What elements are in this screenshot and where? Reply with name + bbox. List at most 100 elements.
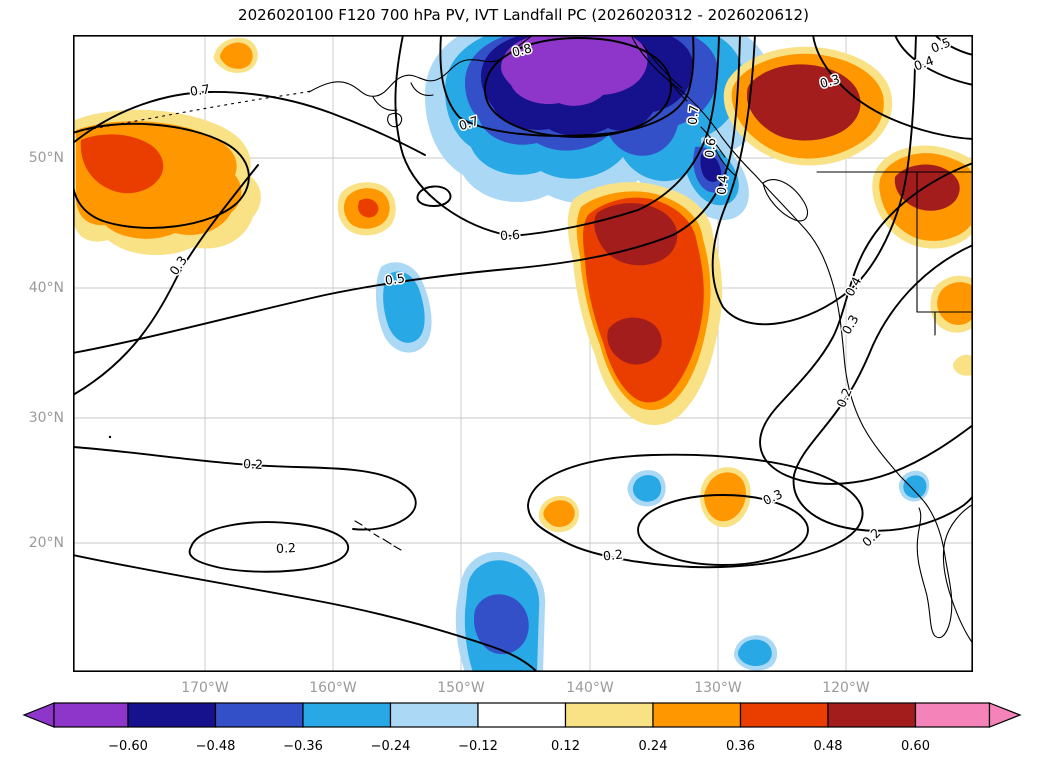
colorbar-segment bbox=[389, 702, 479, 728]
contour-label: 0.2 bbox=[602, 547, 623, 564]
small-island-dot bbox=[108, 435, 112, 439]
vancouver-island bbox=[762, 179, 808, 222]
y-tick-label: 50°N bbox=[28, 150, 64, 166]
contour-line bbox=[934, 35, 973, 56]
shaded-region bbox=[903, 475, 927, 499]
shaded-region bbox=[607, 317, 662, 365]
colorbar: −0.60 −0.48 −0.36 −0.24 −0.12 0.12 0.24 … bbox=[22, 702, 1022, 754]
contour-lines bbox=[73, 35, 973, 672]
x-tick-label: 120°W bbox=[822, 680, 870, 696]
coastline-gulf-california bbox=[942, 503, 973, 645]
colorbar-tick-label: −0.60 bbox=[108, 739, 148, 754]
contour-label: 0.2 bbox=[243, 456, 264, 472]
contour-label: 0.5 bbox=[384, 270, 406, 288]
colorbar-ticks: −0.60 −0.48 −0.36 −0.24 −0.12 0.12 0.24 … bbox=[108, 739, 930, 754]
shaded-region bbox=[704, 472, 746, 522]
coastline-alaska bbox=[308, 35, 534, 97]
contour-label: 0.4 bbox=[912, 53, 936, 74]
shaded-region bbox=[700, 152, 722, 182]
contour-line bbox=[527, 453, 864, 569]
x-tick-label: 130°W bbox=[694, 680, 742, 696]
colorbar-segment bbox=[477, 702, 567, 728]
chart-title: 2026020100 F120 700 hPa PV, IVT Landfall… bbox=[238, 6, 809, 24]
contour-label: 0.5 bbox=[929, 35, 953, 56]
coastline-aleutians bbox=[73, 90, 312, 133]
colorbar-tick-label: −0.12 bbox=[458, 739, 498, 754]
contour-line bbox=[759, 162, 973, 485]
colorbar-segment bbox=[827, 702, 917, 728]
colorbar-segment bbox=[652, 702, 742, 728]
plot-border bbox=[73, 35, 973, 672]
kodiak-island bbox=[387, 112, 403, 128]
contour-line bbox=[812, 35, 973, 140]
shaded-region bbox=[952, 354, 973, 376]
colorbar-segment bbox=[739, 702, 829, 728]
colorbar-tick-label: 0.36 bbox=[726, 739, 755, 754]
shaded-region bbox=[358, 198, 379, 218]
shaded-region bbox=[594, 203, 678, 266]
colorbar-segment bbox=[53, 702, 129, 728]
x-tick-label: 150°W bbox=[437, 680, 485, 696]
contour-label: 0.4 bbox=[714, 174, 731, 195]
shaded-region bbox=[937, 282, 972, 325]
contour-line bbox=[637, 494, 809, 566]
contour-line bbox=[73, 35, 741, 354]
hawaii-islands bbox=[354, 520, 402, 551]
colorbar-bar bbox=[22, 702, 1022, 728]
colorbar-under-arrow bbox=[22, 702, 55, 728]
contour-line bbox=[792, 244, 973, 532]
colorbar-tick-label: −0.48 bbox=[196, 739, 236, 754]
contour-line bbox=[394, 35, 720, 237]
colorbar-segment bbox=[302, 702, 392, 728]
contour-label: 0.6 bbox=[499, 227, 520, 243]
colorbar-tick-label: 0.48 bbox=[814, 739, 843, 754]
contour-label: 0.7 bbox=[189, 81, 211, 99]
coastline-west-coast bbox=[755, 175, 953, 639]
shaded-region bbox=[501, 35, 648, 106]
shaded-region bbox=[632, 475, 662, 502]
contour-line bbox=[73, 90, 426, 156]
shaded-region bbox=[473, 594, 529, 655]
colorbar-segment bbox=[914, 702, 991, 728]
contour-label: 0.7 bbox=[685, 104, 702, 125]
colorbar-tick-label: −0.24 bbox=[371, 739, 411, 754]
contour-line bbox=[73, 554, 538, 672]
contour-line bbox=[894, 35, 973, 86]
map-plot: 0.70.80.70.60.50.30.20.2 0.20.30.20.40.30… bbox=[73, 35, 973, 672]
colorbar-tick-label: 0.60 bbox=[901, 739, 930, 754]
contour-line bbox=[73, 164, 259, 396]
x-tick-label: 140°W bbox=[566, 680, 614, 696]
y-tick-label: 30°N bbox=[28, 410, 64, 426]
coastline-islands bbox=[642, 44, 737, 177]
colorbar-tick-label: 0.24 bbox=[639, 739, 668, 754]
contour-line bbox=[73, 122, 250, 229]
shaded-region bbox=[543, 500, 575, 527]
shaded-region bbox=[220, 42, 253, 69]
coastline-panhandle bbox=[630, 35, 757, 177]
contour-line bbox=[73, 446, 417, 531]
x-tick-label: 160°W bbox=[309, 680, 357, 696]
colorbar-tick-label: 0.12 bbox=[551, 739, 580, 754]
state-borders bbox=[816, 171, 973, 336]
x-tick-label: 170°W bbox=[181, 680, 229, 696]
coastlines bbox=[73, 35, 973, 645]
contour-line bbox=[188, 521, 350, 573]
shaded-region bbox=[747, 64, 861, 141]
y-tick-label: 40°N bbox=[28, 280, 64, 296]
shaded-regions bbox=[73, 35, 973, 672]
shaded-region bbox=[80, 134, 164, 194]
colorbar-tick-label: −0.36 bbox=[283, 739, 323, 754]
contour-line bbox=[439, 35, 695, 137]
colorbar-segment bbox=[564, 702, 654, 728]
contour-label: 0.2 bbox=[276, 540, 297, 556]
contour-line bbox=[416, 185, 452, 207]
contour-label: 0.3 bbox=[818, 71, 841, 91]
contour-label: 0.2 bbox=[859, 525, 884, 550]
colorbar-segment bbox=[214, 702, 304, 728]
colorbar-segment bbox=[127, 702, 217, 728]
contour-label: 0.3 bbox=[166, 253, 190, 278]
colorbar-over-arrow bbox=[988, 702, 1022, 728]
coastline-inlets bbox=[372, 82, 434, 111]
y-tick-label: 20°N bbox=[28, 535, 64, 551]
